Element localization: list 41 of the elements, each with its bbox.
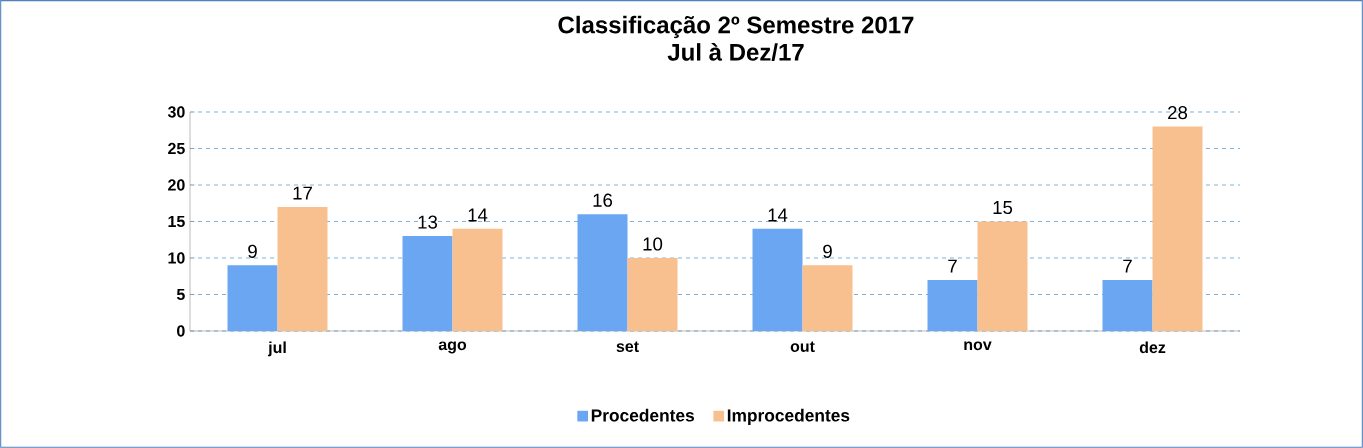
chart-subtitle: Jul à Dez/17 xyxy=(667,42,804,62)
y-tick-label: 0 xyxy=(177,325,185,337)
bar xyxy=(802,265,853,331)
x-tick-label: dez xyxy=(1139,341,1166,354)
y-tick-label: 10 xyxy=(168,252,185,264)
data-label: 7 xyxy=(948,259,957,273)
data-label: 14 xyxy=(768,208,788,222)
bar xyxy=(752,228,803,331)
x-tick-label: nov xyxy=(964,341,992,351)
legend-label: Improcedentes xyxy=(727,408,850,426)
data-label: 15 xyxy=(993,201,1013,215)
bar xyxy=(927,279,978,331)
x-tick-label: ago xyxy=(438,341,467,354)
bar xyxy=(452,228,503,331)
y-tick-label: 25 xyxy=(168,142,185,155)
bar xyxy=(402,236,453,331)
legend-label: Procedentes xyxy=(591,408,694,422)
bar xyxy=(1152,126,1203,331)
y-tick-label: 20 xyxy=(168,179,185,191)
data-label: 28 xyxy=(1168,105,1188,120)
data-label: 16 xyxy=(593,193,613,207)
y-tick-label: 5 xyxy=(176,288,185,301)
data-label: 13 xyxy=(418,215,438,229)
x-tick-label: out xyxy=(790,341,815,352)
data-label: 9 xyxy=(248,244,257,258)
bar xyxy=(227,265,278,331)
bar xyxy=(1102,279,1153,331)
data-label: 10 xyxy=(643,237,663,251)
chart-title: Classificação 2º Semestre 2017 xyxy=(558,15,914,39)
y-tick-label: 15 xyxy=(168,215,185,228)
bar xyxy=(627,257,678,331)
x-tick-label: jul xyxy=(267,341,286,357)
bar xyxy=(577,214,628,331)
data-label: 14 xyxy=(468,208,488,222)
data-label: 7 xyxy=(1123,259,1132,273)
x-tick-label: set xyxy=(616,341,639,352)
data-label: 9 xyxy=(823,244,832,258)
bar xyxy=(277,206,328,331)
bar xyxy=(977,221,1028,331)
data-label: 17 xyxy=(293,186,312,200)
y-tick-label: 30 xyxy=(167,106,185,118)
